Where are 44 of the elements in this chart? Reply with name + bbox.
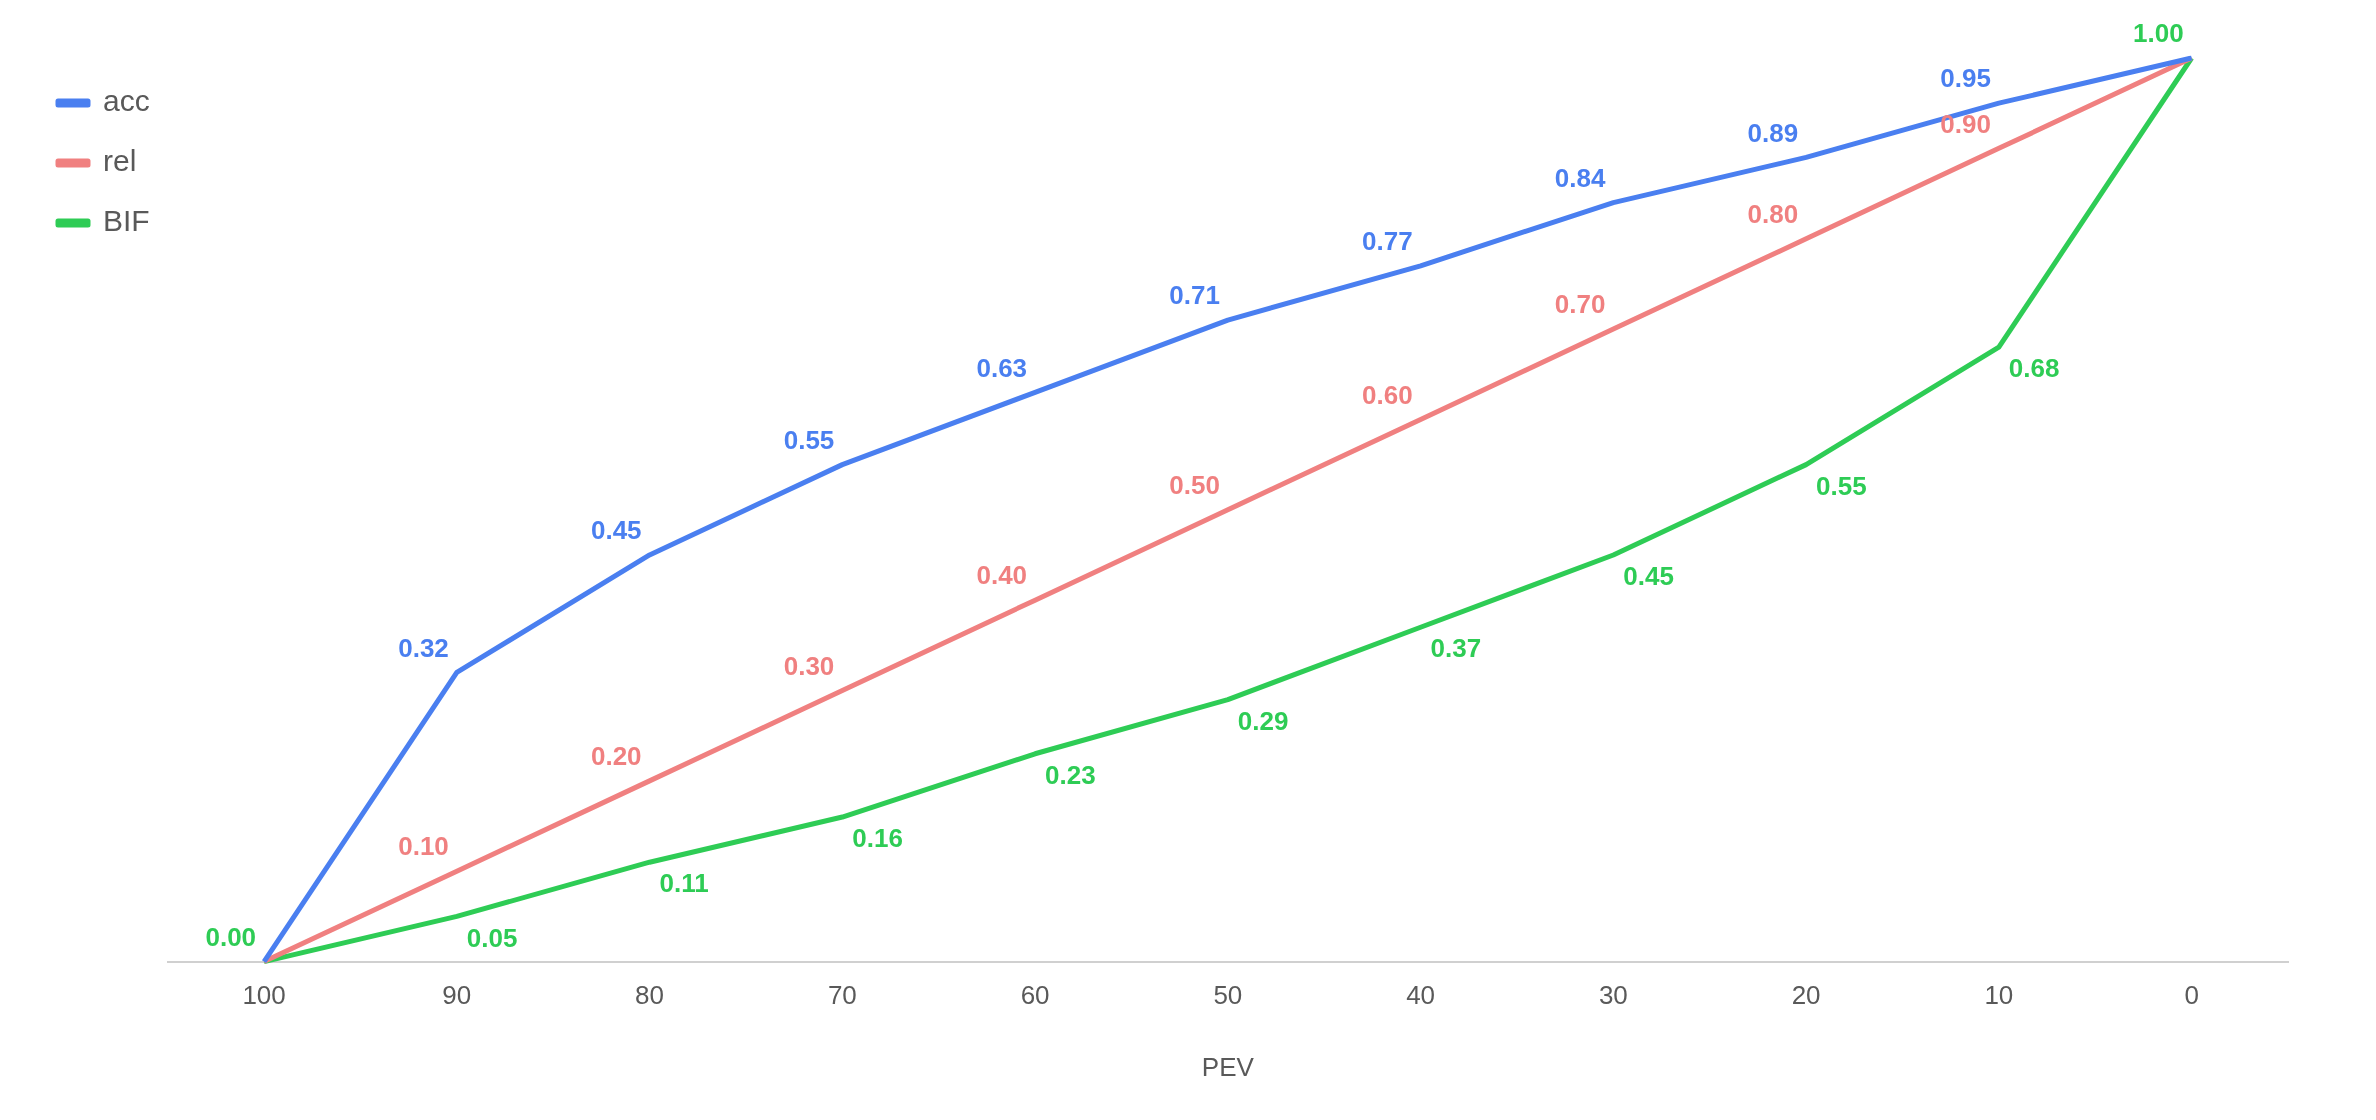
x-tick-label: 70 [827, 980, 857, 1011]
x-tick-label: 60 [1020, 980, 1050, 1011]
x-tick-label: 40 [1406, 980, 1436, 1011]
x-tick-label: 90 [442, 980, 472, 1011]
data-label: 0.71 [1169, 280, 1220, 311]
data-label: 0.32 [398, 632, 449, 663]
data-label: 0.77 [1361, 226, 1413, 256]
data-label: 1.00 [2133, 18, 2184, 49]
data-label: 0.55 [783, 424, 835, 455]
x-tick-label: 20 [1791, 980, 1821, 1011]
data-label: 0.37 [1430, 633, 1482, 664]
data-label: 0.40 [976, 560, 1028, 591]
x-tick-label: 80 [635, 980, 665, 1011]
data-label: 0.84 [1554, 162, 1606, 193]
data-label: 0.10 [398, 831, 449, 862]
data-label: 0.20 [590, 741, 642, 772]
data-label: 0.90 [1940, 108, 1991, 139]
data-label: 0.30 [783, 650, 835, 681]
data-label: 0.11 [659, 868, 709, 899]
data-label: 0.05 [466, 922, 518, 953]
x-tick-label: 30 [1598, 980, 1628, 1011]
data-label: 0.68 [2008, 353, 2060, 384]
legend-label: acc [103, 84, 150, 118]
x-tick-label: 100 [242, 980, 286, 1011]
data-label: 0.16 [852, 823, 903, 854]
data-label: 0.80 [1747, 198, 1799, 229]
legend-label: BIF [103, 204, 150, 238]
data-label: 0.60 [1361, 379, 1413, 410]
x-tick-label: 10 [1984, 980, 2014, 1011]
x-tick-label: 50 [1213, 980, 1243, 1011]
data-label: 0.23 [1045, 759, 1096, 790]
data-label: 0.45 [590, 515, 642, 546]
data-label: 0.29 [1237, 705, 1289, 736]
legend-label: rel [103, 144, 137, 178]
data-label: 0.55 [1816, 470, 1867, 501]
data-label: 0.95 [1940, 63, 1991, 94]
x-axis-title: PEV [1201, 1051, 1255, 1082]
data-label: 0.89 [1747, 117, 1799, 148]
data-label: 0.63 [976, 352, 1028, 383]
data-label: 0.45 [1623, 561, 1674, 592]
x-tick-label: 0 [2184, 980, 2199, 1011]
data-label: 0.50 [1169, 469, 1220, 500]
data-label: 0.70 [1554, 289, 1606, 320]
data-label: 0.00 [205, 921, 257, 952]
